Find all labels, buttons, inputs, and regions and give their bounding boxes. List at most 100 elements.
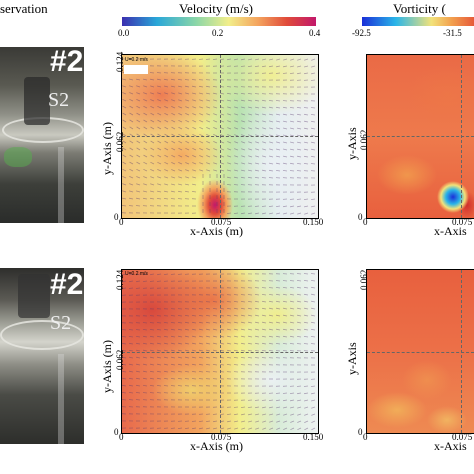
velocity-vector — [170, 378, 176, 380]
velocity-vector — [164, 92, 169, 95]
velocity-vector — [192, 155, 197, 158]
velocity-vector — [255, 420, 260, 423]
velocity-vector — [254, 177, 260, 179]
x-tick-0075: 0.075 — [211, 432, 232, 442]
velocity-vector — [135, 392, 141, 394]
velocity-vector — [283, 328, 288, 331]
velocity-vector — [170, 273, 176, 275]
velocity-vector — [283, 413, 288, 416]
velocity-vector — [262, 99, 267, 102]
velocity-vector — [255, 127, 260, 130]
velocity-vector — [136, 99, 141, 102]
velocity-vector — [269, 155, 274, 158]
velocity-vector — [261, 294, 267, 296]
velocity-vector — [164, 161, 169, 165]
velocity-vector — [136, 140, 141, 144]
velocity-vector — [276, 106, 281, 109]
velocity-field-plot-row2: U=0.2 m/s — [122, 270, 318, 433]
velocity-vector — [213, 314, 218, 317]
velocity-vector — [240, 294, 246, 296]
velocity-vector — [262, 134, 267, 137]
observation-column-title: servation — [0, 1, 48, 16]
velocity-vector — [248, 134, 253, 137]
velocity-vector — [150, 92, 155, 95]
velocity-vector — [248, 162, 253, 165]
velocity-vector — [156, 392, 162, 394]
velocity-vector — [171, 356, 176, 359]
velocity-vector — [171, 162, 176, 165]
velocity-vector — [143, 112, 148, 116]
center-line-horizontal — [367, 352, 474, 353]
velocity-vector — [297, 120, 302, 123]
velocity-vector — [171, 154, 176, 158]
velocity-vector — [255, 335, 260, 338]
velocity-vector — [129, 133, 134, 137]
velocity-vector — [311, 328, 316, 331]
velocity-vector — [296, 273, 302, 275]
velocity-vector — [192, 106, 197, 109]
velocity-vector — [206, 134, 211, 137]
scale-reference-box — [124, 65, 148, 74]
velocity-vector — [227, 134, 232, 137]
velocity-vector — [178, 363, 183, 366]
velocity-vector — [297, 336, 302, 338]
velocity-vector — [310, 273, 316, 275]
velocity-vector — [122, 280, 127, 283]
velocity-vector — [122, 183, 127, 186]
velocity-vector — [171, 183, 176, 186]
velocity-vector — [311, 198, 316, 200]
velocity-vector — [206, 420, 211, 422]
velocity-vector — [171, 126, 176, 130]
velocity-vector — [255, 155, 260, 158]
velocity-vector — [185, 106, 190, 109]
velocity-vector — [206, 120, 211, 123]
velocity-vector — [199, 321, 204, 324]
velocity-vector — [178, 335, 183, 338]
velocity-vector — [143, 99, 148, 102]
velocity-vector — [261, 350, 267, 352]
velocity-vector — [122, 92, 127, 95]
velocity-vector — [185, 126, 190, 130]
experiment-subtag: S2 — [50, 312, 72, 334]
velocity-vector — [234, 58, 239, 61]
velocity-vector — [213, 134, 218, 137]
velocity-vector — [283, 420, 288, 423]
velocity-vector — [199, 126, 204, 130]
velocity-vector — [248, 127, 253, 130]
velocity-vector — [185, 183, 190, 186]
velocity-vector — [262, 342, 267, 345]
velocity-vector — [248, 420, 253, 423]
velocity-vector — [297, 127, 302, 130]
velocity-vector — [233, 406, 239, 408]
velocity-vector — [129, 342, 134, 345]
velocity-vector — [248, 120, 253, 123]
velocity-vector — [297, 72, 302, 75]
velocity-vector — [129, 356, 134, 359]
y-tick-0124: 0.062 — [359, 269, 369, 290]
velocity-vector — [164, 154, 169, 158]
velocity-vector — [248, 413, 253, 416]
velocity-vector — [233, 212, 239, 214]
velocity-vector — [311, 406, 316, 409]
velocity-colorbar-min: 0.0 — [118, 28, 130, 38]
velocity-vector — [164, 119, 169, 123]
velocity-vector — [303, 336, 309, 338]
velocity-vector — [150, 133, 155, 137]
velocity-vector — [276, 427, 281, 430]
velocity-vector — [185, 427, 190, 429]
velocity-vector — [192, 92, 197, 95]
velocity-vector — [192, 335, 197, 338]
velocity-vector — [268, 350, 274, 352]
velocity-vector — [143, 161, 148, 165]
velocity-vector — [171, 363, 176, 366]
spray-streak — [58, 354, 64, 444]
velocity-vector — [226, 413, 232, 415]
velocity-vector — [199, 140, 204, 144]
velocity-vector — [269, 413, 274, 416]
velocity-vector — [227, 314, 232, 317]
velocity-vector — [157, 190, 162, 193]
velocity-vector — [304, 113, 309, 116]
velocity-vector — [129, 92, 134, 95]
velocity-vector — [227, 420, 232, 423]
velocity-vector — [150, 377, 155, 380]
